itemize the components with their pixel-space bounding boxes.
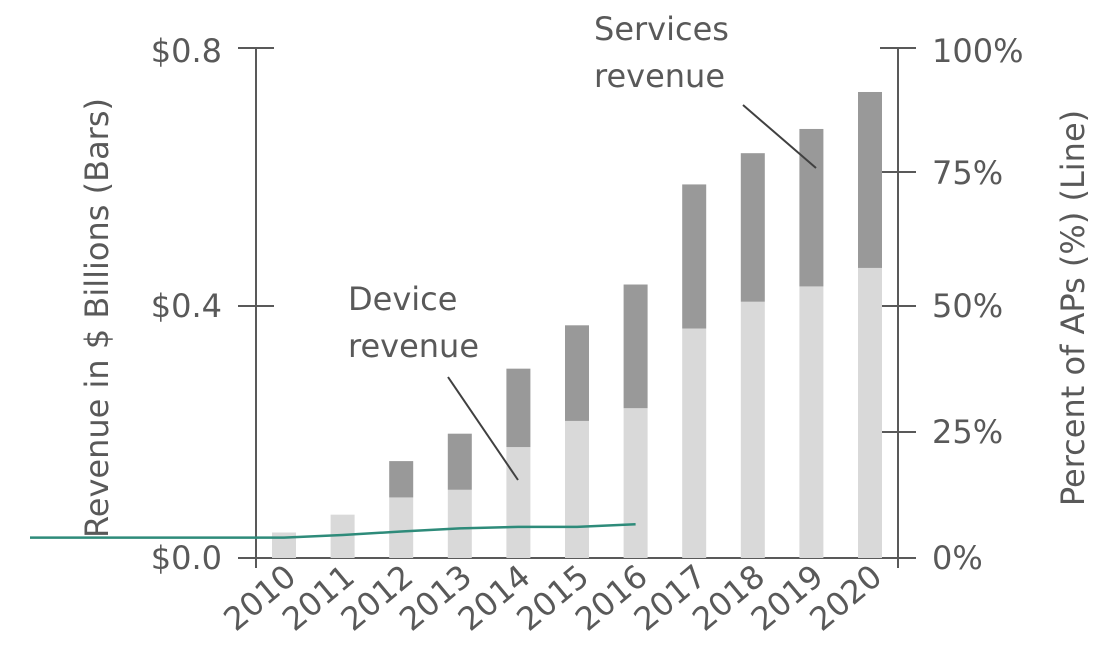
- device-revenue-bar: [447, 489, 472, 558]
- device-revenue-bar: [506, 447, 531, 558]
- left-tick-label: $0.4: [151, 287, 222, 325]
- services-revenue-bar: [506, 368, 531, 448]
- device-revenue-bar: [682, 328, 707, 558]
- services-revenue-bar: [682, 184, 707, 329]
- right-tick-label: 0%: [932, 539, 983, 577]
- services-revenue-label: revenue: [594, 57, 725, 95]
- ap-percent-line: [30, 523, 636, 539]
- services-revenue-label: Services: [594, 10, 729, 48]
- device-revenue-leader: [447, 376, 519, 481]
- left-tick-label: $0.0: [151, 539, 222, 577]
- services-revenue-bar: [799, 128, 824, 287]
- device-revenue-bar: [623, 408, 648, 558]
- device-revenue-label: revenue: [348, 327, 479, 365]
- services-revenue-bar: [740, 153, 765, 302]
- services-revenue-bar: [389, 461, 414, 498]
- device-revenue-bar: [565, 420, 589, 558]
- device-revenue-bar: [389, 497, 414, 558]
- device-revenue-bar: [799, 286, 824, 558]
- services-revenue-bar: [447, 433, 472, 490]
- services-revenue-bar: [565, 325, 589, 421]
- right-tick-label: 25%: [932, 413, 1003, 451]
- x-tick-labels: 2010201120122013201420152016201720182019…: [216, 557, 889, 638]
- right-tick-label: 100%: [932, 32, 1023, 70]
- right-tick-label: 75%: [932, 154, 1003, 192]
- device-revenue-label: Device: [348, 280, 457, 318]
- left-axis-title: Revenue in $ Billions (Bars): [78, 98, 116, 538]
- bar-group: [272, 91, 882, 558]
- services-revenue-bar: [623, 284, 648, 409]
- left-tick-label: $0.8: [151, 32, 222, 70]
- services-revenue-bar: [858, 91, 882, 268]
- device-revenue-bar: [740, 301, 765, 558]
- right-axis-title: Percent of APs (%) (Line): [1054, 110, 1092, 506]
- services-revenue-leader: [742, 104, 817, 169]
- device-revenue-bar: [858, 267, 882, 558]
- right-tick-label: 50%: [932, 287, 1003, 325]
